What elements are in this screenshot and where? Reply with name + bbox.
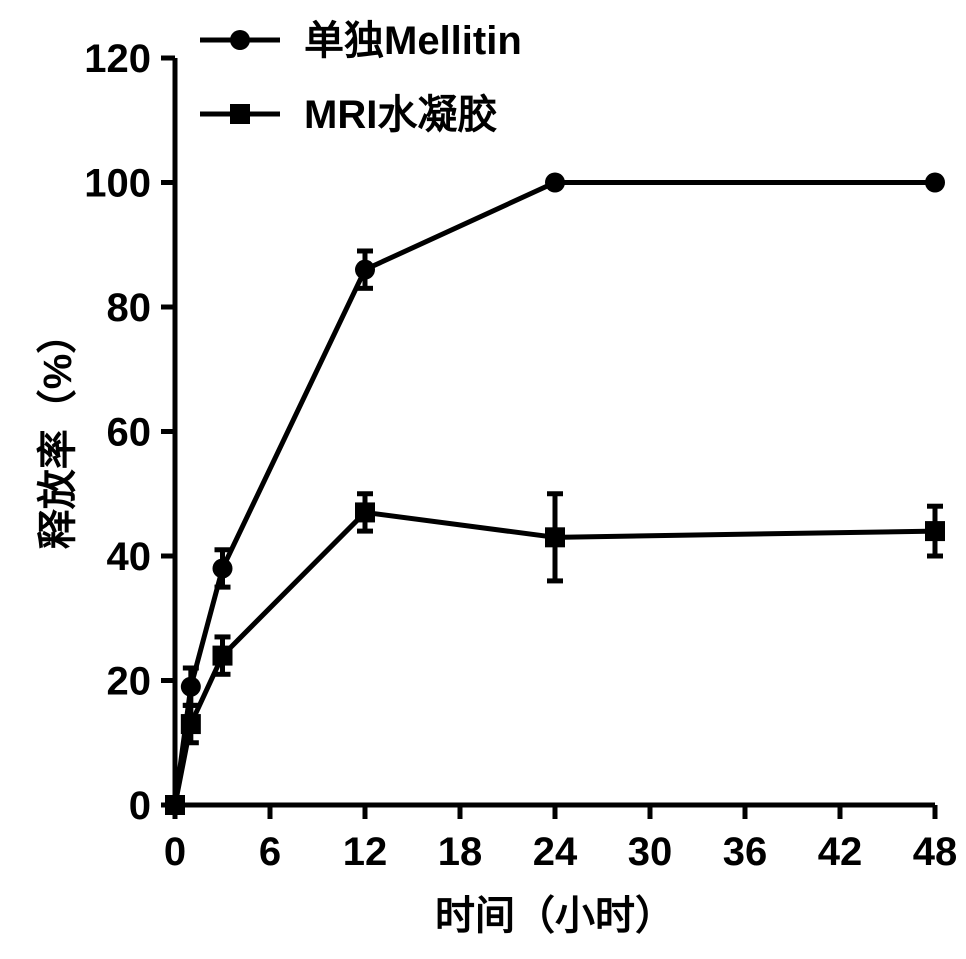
x-tick-label: 0 — [164, 830, 186, 874]
marker-square-icon — [165, 795, 185, 815]
y-tick-label: 0 — [129, 784, 151, 828]
x-axis-label: 时间（小时） — [435, 894, 675, 938]
legend-marker-circle-icon — [230, 30, 250, 50]
legend-marker-square-icon — [230, 104, 250, 124]
x-tick-label: 18 — [438, 830, 483, 874]
marker-square-icon — [213, 646, 233, 666]
marker-circle-icon — [925, 173, 945, 193]
x-tick-label: 36 — [723, 830, 768, 874]
y-tick-label: 60 — [107, 411, 152, 455]
marker-square-icon — [545, 527, 565, 547]
y-tick-label: 20 — [107, 660, 152, 704]
x-tick-label: 48 — [913, 830, 958, 874]
line-chart: 0 6 12 18 24 30 36 42 48 0 20 40 60 80 100 120 时间（小时） 释放率… — [0, 0, 966, 959]
marker-circle-icon — [545, 173, 565, 193]
y-tick-label: 40 — [107, 535, 152, 579]
y-axis-label: 释放率（%） — [36, 314, 80, 550]
x-tick-label: 42 — [818, 830, 863, 874]
x-tick-label: 6 — [259, 830, 281, 874]
marker-circle-icon — [355, 260, 375, 280]
x-tick-label: 24 — [533, 830, 578, 874]
x-tick-label: 30 — [628, 830, 673, 874]
marker-circle-icon — [213, 558, 233, 578]
marker-circle-icon — [181, 677, 201, 697]
marker-square-icon — [925, 521, 945, 541]
legend-label: MRI水凝胶 — [304, 93, 497, 137]
y-tick-label: 120 — [84, 37, 151, 81]
y-tick-label: 100 — [84, 162, 151, 206]
marker-square-icon — [355, 502, 375, 522]
x-tick-label: 12 — [343, 830, 388, 874]
marker-square-icon — [181, 714, 201, 734]
y-tick-label: 80 — [107, 286, 152, 330]
legend-label: 单独Mellitin — [304, 19, 522, 63]
